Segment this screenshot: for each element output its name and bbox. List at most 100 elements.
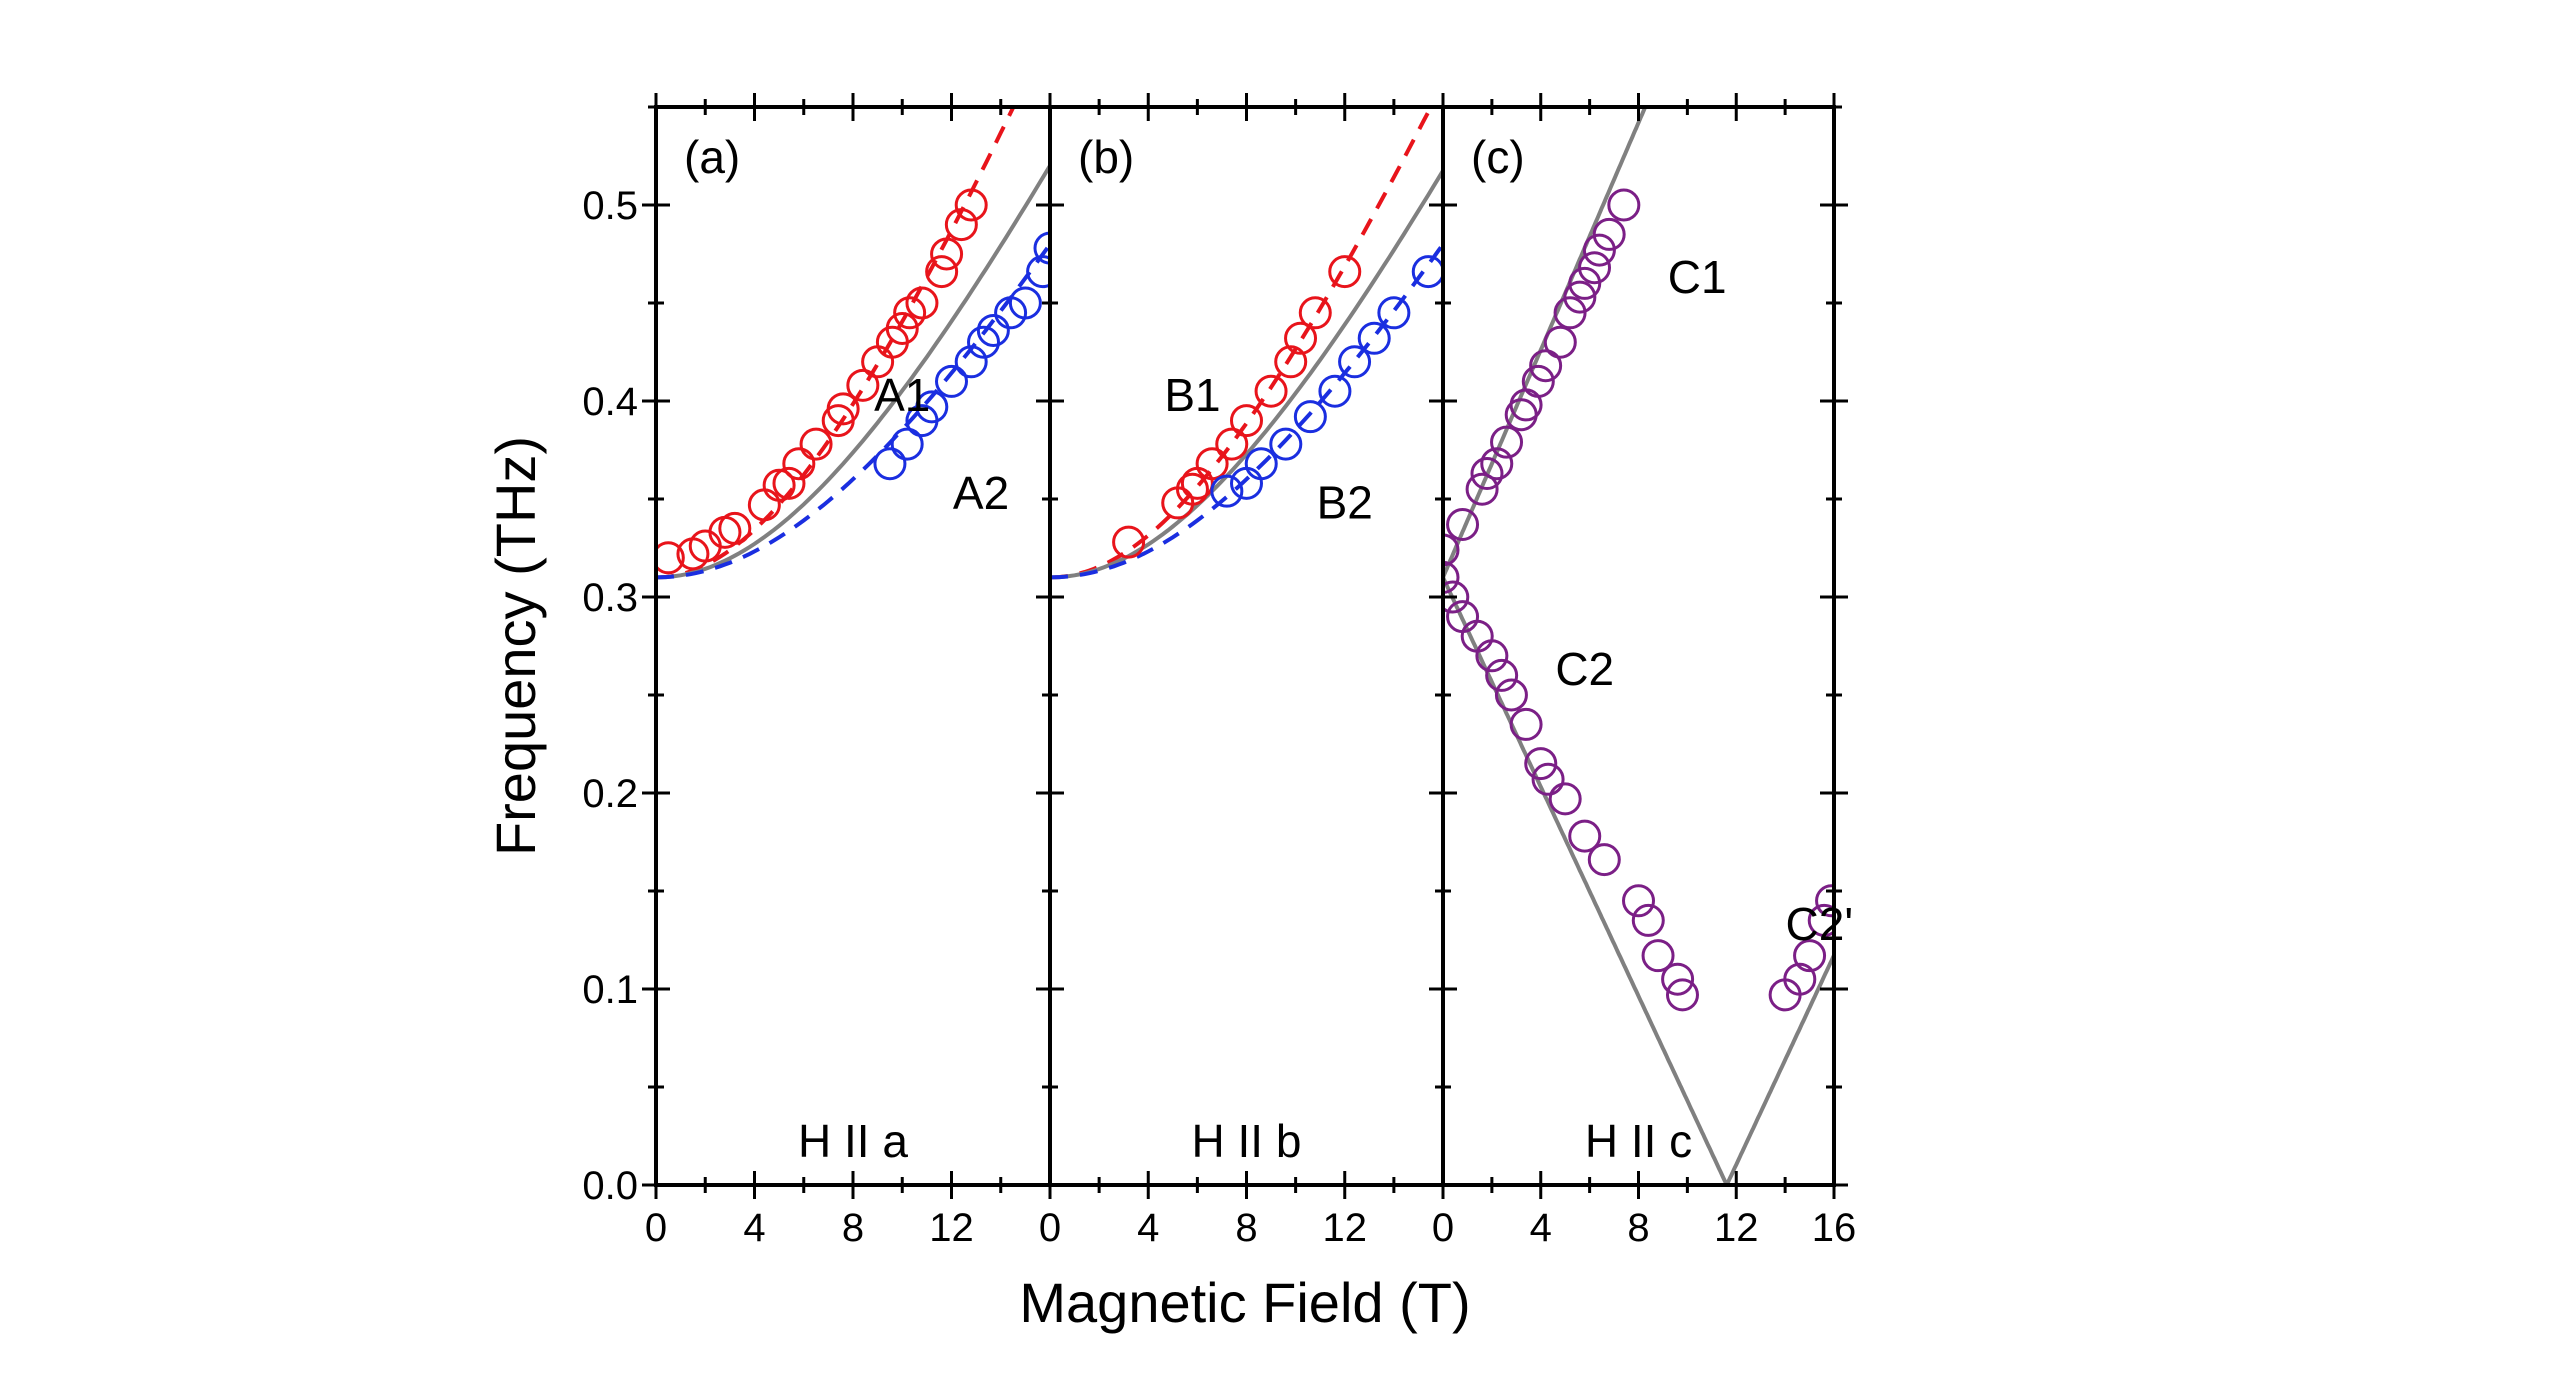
data-point-C2 (1531, 762, 1565, 796)
field-direction-label: H II c (1585, 1115, 1692, 1167)
data-point-C1 (1563, 280, 1597, 314)
data-point-C2 (1509, 707, 1543, 741)
panel-label: (b) (1078, 131, 1134, 183)
x-tick-label: 8 (1235, 1206, 1257, 1250)
data-point-B1 (1284, 321, 1318, 355)
data-point-C2' (1807, 903, 1834, 937)
fit-curve (1050, 169, 1443, 580)
x-tick-label: 4 (743, 1206, 765, 1250)
data-point-A1 (846, 368, 880, 402)
data-point-C2 (1641, 939, 1675, 973)
data-point-C1 (1607, 188, 1641, 222)
data-point-C2 (1622, 884, 1655, 918)
data-point-C2' (1815, 884, 1834, 918)
data-point-C2 (1475, 639, 1509, 673)
data-point-A2 (890, 427, 924, 461)
data-point-C1 (1578, 251, 1612, 285)
data-point-B1 (1195, 447, 1229, 481)
fit-curve (656, 107, 1016, 580)
x-tick-label: 0 (1432, 1206, 1454, 1250)
data-point-C2 (1587, 843, 1621, 877)
y-tick-label: 0.3 (582, 576, 638, 620)
field-direction-label: H II a (798, 1115, 908, 1167)
plot-area (1050, 107, 1443, 580)
y-axis-title: Frequency (THz) (484, 436, 547, 856)
data-point-A2 (935, 364, 968, 398)
data-point-C2 (1524, 747, 1558, 781)
fit-line (1443, 107, 1648, 579)
data-point-A2 (1008, 286, 1042, 320)
data-point-C1 (1592, 217, 1626, 251)
data-point-A2 (954, 345, 988, 379)
x-tick-label: 4 (1530, 1206, 1552, 1250)
x-tick-label: 0 (645, 1206, 667, 1250)
data-point-C1 (1543, 325, 1577, 359)
data-point-A1 (954, 188, 988, 222)
data-point-C1 (1529, 349, 1563, 383)
data-point-A1 (656, 541, 685, 575)
series-label: B2 (1317, 477, 1373, 529)
data-point-C2 (1631, 903, 1665, 937)
data-point-C1 (1490, 425, 1524, 459)
series-label: A2 (953, 467, 1009, 519)
data-point-A2 (873, 447, 907, 481)
fit-curve (1050, 107, 1434, 580)
y-tick-label: 0.5 (582, 184, 638, 228)
panel-c: C1 C2 C2' 0 4 8 12 16 (c) H II c (1429, 93, 1857, 1250)
panel-frame (654, 105, 1052, 1187)
x-tick-label: 8 (842, 1206, 864, 1250)
series-label: B1 (1164, 369, 1220, 421)
y-tick-label: 0.2 (582, 772, 638, 816)
series-label: C2' (1786, 898, 1854, 950)
data-point-C2 (1661, 962, 1695, 996)
plot-area (1443, 107, 1834, 1185)
data-point-C1 (1480, 447, 1514, 481)
data-point-A2 (915, 390, 949, 424)
data-point-B2 (1210, 474, 1244, 508)
data-point-B1 (1175, 472, 1209, 506)
y-tick-label: 0.0 (582, 1164, 638, 1208)
data-point-A1 (905, 286, 939, 320)
data-point-A2 (976, 313, 1010, 347)
data-point-C1 (1470, 457, 1504, 491)
x-tick-label: 0 (1039, 1206, 1061, 1250)
data-point-B1 (1298, 296, 1332, 330)
data-point-B1 (1230, 404, 1263, 438)
data-point-B2 (1244, 447, 1278, 481)
data-point-C2 (1443, 580, 1470, 614)
data-point-A2 (1026, 255, 1050, 289)
data-point-A1 (772, 466, 806, 500)
data-point-C2 (1443, 560, 1460, 594)
x-tick-label: 12 (1323, 1206, 1368, 1250)
data-point-C1 (1443, 533, 1460, 567)
fit-curve (656, 243, 1050, 580)
series-label: A1 (874, 369, 930, 421)
data-point-C2 (1568, 819, 1602, 853)
data-point-A1 (718, 511, 752, 545)
data-point-C1 (1582, 233, 1616, 267)
panel-label: (a) (684, 131, 740, 183)
fit-curve (1050, 243, 1443, 580)
x-tick-label: 16 (1812, 1206, 1857, 1250)
data-point-C1 (1568, 266, 1602, 300)
data-point-B2 (1377, 296, 1411, 330)
data-point-A1 (799, 427, 833, 461)
data-point-C1 (1446, 507, 1480, 541)
data-point-A1 (925, 255, 959, 289)
data-point-B2 (1411, 255, 1443, 289)
y-tick-label: 0.1 (582, 968, 638, 1012)
data-point-A1 (747, 488, 781, 522)
data-point-B2 (1318, 374, 1352, 408)
data-point-B1 (1254, 374, 1288, 408)
data-point-B2 (1230, 466, 1263, 500)
data-point-B2 (1293, 400, 1327, 434)
data-point-A1 (944, 208, 978, 242)
fit-line (1443, 576, 1834, 1185)
data-point-A2 (1033, 231, 1050, 265)
x-tick-label: 4 (1137, 1206, 1159, 1250)
data-point-C1 (1465, 472, 1499, 506)
field-direction-label: H II b (1192, 1115, 1302, 1167)
data-point-C2 (1494, 678, 1528, 712)
data-point-B1 (1215, 427, 1249, 461)
